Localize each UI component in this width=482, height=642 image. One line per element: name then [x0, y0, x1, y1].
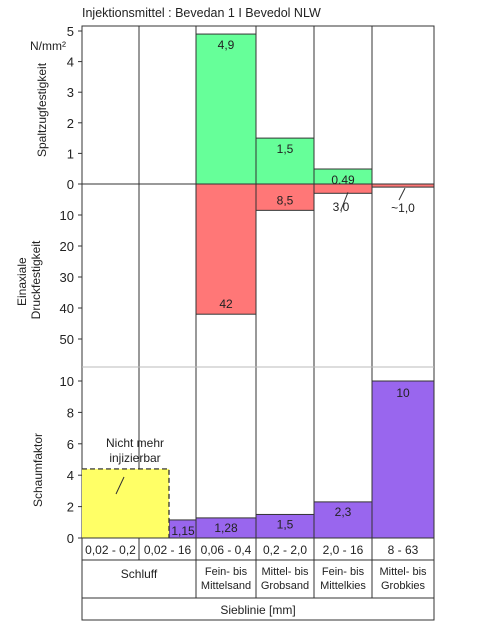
leader-line — [398, 187, 406, 201]
panel-2-title: Einaxiale Druckfestigkeit — [15, 240, 43, 319]
y-tick-label: 50 — [60, 332, 74, 347]
y-tick-label: 30 — [60, 270, 74, 285]
bar-druck — [195, 183, 257, 315]
bar-label: 1,5 — [277, 517, 294, 531]
bar-spaltzug — [195, 33, 257, 185]
category-label: 0,02 - 16 — [144, 543, 192, 557]
soil-group-label-line2: Grobsand — [261, 580, 309, 592]
soil-group-label-line2: Mittelkies — [320, 580, 366, 592]
y-tick-label: 40 — [60, 301, 74, 316]
bar-schaumfaktor — [313, 501, 373, 539]
bar-label: 1,15 — [171, 524, 195, 538]
soil-group-label-line2: Mittelsand — [201, 580, 251, 592]
y-tick-label: 4 — [67, 468, 74, 483]
y-tick-label: 0 — [67, 531, 74, 546]
panel-2-title-line1: Einaxiale — [15, 257, 29, 306]
y-tick-label: 2 — [67, 116, 74, 131]
soil-group-label-line2: Grobkies — [381, 580, 426, 592]
bar-label: 8,5 — [277, 193, 294, 207]
y-tick-label: 8 — [67, 405, 74, 420]
y-tick-label: 0 — [67, 177, 74, 192]
y-tick-label: 5 — [67, 24, 74, 39]
annotation-text-line2: injizierbar — [109, 451, 160, 465]
panel-1-title: Spaltzugfestigkeit — [35, 62, 49, 157]
panel-3-title: Schaumfaktor — [31, 433, 45, 507]
y-tick-label: 6 — [67, 437, 74, 452]
bar-schaumfaktor — [371, 380, 435, 539]
panel-druckfestigkeit: 10 20 30 40 50 42 8,5 3,0 ~1,0 — [60, 183, 435, 368]
annotation-area — [82, 468, 169, 538]
y-tick-label: 1 — [67, 146, 74, 161]
y-tick-label: 4 — [67, 55, 74, 70]
bar-label: 3,0 — [333, 200, 350, 214]
bar-label: 10 — [396, 386, 410, 400]
soil-group-label-line1: Mittel- bis — [379, 566, 427, 578]
x-table-frame — [81, 537, 435, 621]
annotation-text-line1: Nicht mehr — [106, 436, 164, 450]
bar-label: 1,28 — [214, 521, 238, 535]
soil-group-label-line1: Fein- bis — [205, 566, 248, 578]
bar-label: 4,9 — [218, 38, 235, 52]
bar-druck — [313, 183, 373, 194]
bar-label: 1,5 — [277, 142, 294, 156]
category-label: 0,06 - 0,4 — [201, 543, 252, 557]
leader-line — [115, 476, 125, 495]
y-tick-label: 10 — [60, 374, 74, 389]
soil-group-label-line1: Fein- bis — [322, 566, 365, 578]
y-tick-label: 3 — [67, 85, 74, 100]
x-axis-table: 0,02 - 0,2 0,02 - 16 0,06 - 0,4 0,2 - 2,0 2,… — [81, 537, 435, 621]
category-label: 8 - 63 — [388, 543, 419, 557]
y-tick-label: 20 — [60, 239, 74, 254]
y-tick-label: 10 — [60, 208, 74, 223]
bar-label: ~1,0 — [391, 201, 415, 215]
y-tick-label: 2 — [67, 500, 74, 515]
x-axis-title: Sieblinie [mm] — [220, 603, 295, 617]
leader-line — [340, 192, 349, 211]
chart-title: Injektionsmittel : Bevedan 1 I Bevedol N… — [82, 6, 321, 20]
category-label: 0,2 - 2,0 — [263, 543, 307, 557]
unit-label: N/mm² — [30, 39, 66, 53]
soil-group-label: Schluff — [121, 567, 158, 581]
panel-2-title-line2: Druckfestigkeit — [29, 240, 43, 319]
annotation-border — [82, 468, 170, 538]
category-label: 0,02 - 0,2 — [85, 543, 136, 557]
bar-label: 2,3 — [335, 505, 352, 519]
soil-group-label-line1: Mittel- bis — [261, 566, 309, 578]
bar-label: 42 — [219, 297, 233, 311]
category-label: 2,0 - 16 — [323, 543, 364, 557]
